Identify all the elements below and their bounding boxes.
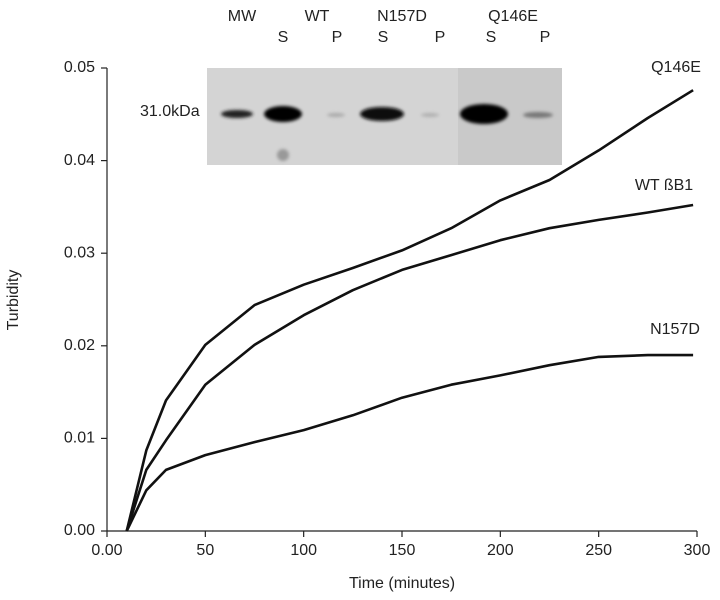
series-line [125,353,694,532]
x-tick-label: 50 [196,542,214,559]
x-tick-label: 100 [290,542,317,559]
gel-lane-label: P [332,29,343,46]
y-tick-label: 0.04 [64,152,95,169]
gel-lane-label: P [540,29,551,46]
gel-marker-label: 31.0kDa [140,103,200,120]
series-label: Q146E [651,59,701,76]
series-line [125,89,694,532]
y-tick-label: 0.02 [64,337,95,354]
gel-lane-label: P [435,29,446,46]
gel-group-label: N157D [377,8,427,25]
gel-inset [207,68,562,165]
gel-group-label: WT [305,8,330,25]
x-axis-label: Time (minutes) [349,575,455,592]
x-tick-label: 300 [684,542,711,559]
series-line [125,203,694,532]
y-tick-label: 0.05 [64,59,95,76]
y-tick-label: 0.03 [64,244,95,261]
gel-lane-label: S [278,29,289,46]
gel-group-label: Q146E [488,8,538,25]
x-tick-label: 200 [487,542,514,559]
series-label: N157D [650,321,700,338]
gel-lane-label: S [486,29,497,46]
y-tick-label: 0.00 [64,522,95,539]
y-tick-label: 0.01 [64,430,95,447]
x-tick-label: 0.00 [91,542,122,559]
series-label: WT ßB1 [635,177,693,194]
x-tick-label: 250 [585,542,612,559]
y-axis-label: Turbidity [5,270,22,331]
x-tick-label: 150 [389,542,416,559]
gel-bands [221,104,553,161]
gel-lane-label: S [378,29,389,46]
gel-group-label: MW [228,8,257,25]
